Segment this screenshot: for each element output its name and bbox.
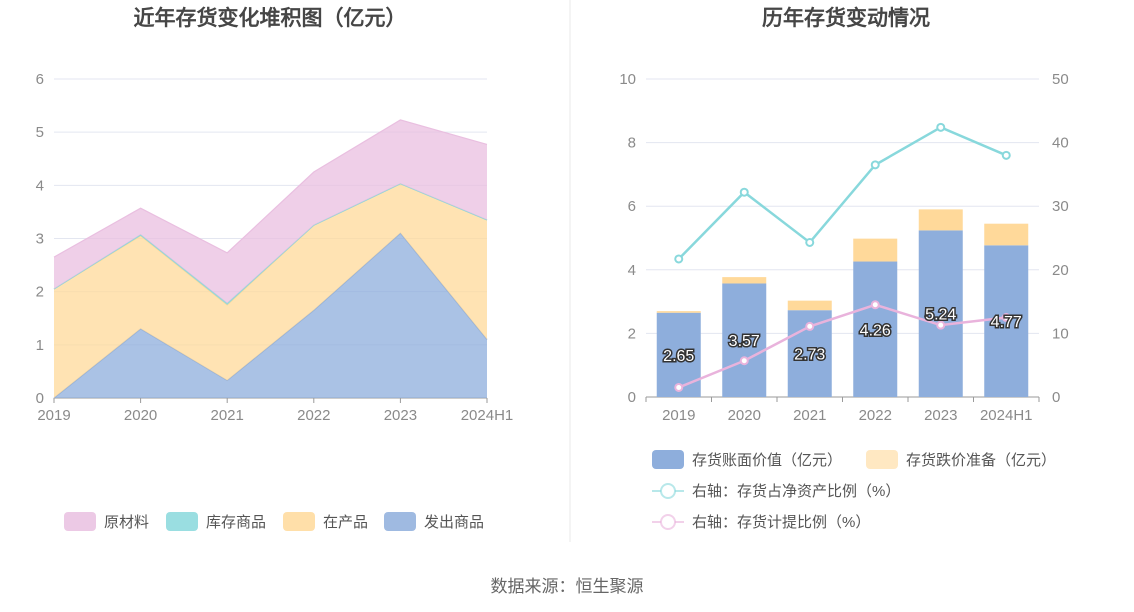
line-point bbox=[1001, 150, 1011, 160]
left-y-tick-label: 6 bbox=[36, 71, 44, 88]
bar-impairment bbox=[984, 223, 1029, 246]
legend-label-库存商品: 库存商品 bbox=[206, 514, 266, 531]
legend-marker-provision-ratio bbox=[660, 514, 676, 530]
left-y-tick-label: 1 bbox=[36, 337, 44, 354]
legend-marker-net-asset-ratio bbox=[660, 483, 676, 499]
left-x-tick-label: 2022 bbox=[297, 407, 330, 424]
line-point bbox=[870, 160, 880, 170]
bar-value-label: 2.73 bbox=[794, 347, 825, 364]
data-source: 数据来源：恒生聚源 bbox=[491, 577, 644, 596]
right-right-y-axis: 0 10 20 30 40 50 bbox=[1052, 71, 1069, 406]
legend-label-在产品: 在产品 bbox=[323, 514, 368, 531]
legend-swatch-book-value bbox=[652, 450, 684, 469]
right-x-tick-label: 2022 bbox=[859, 407, 892, 424]
legend-label-book-value: 存货账面价值（亿元） bbox=[692, 452, 842, 469]
legend-swatch-原材料 bbox=[64, 512, 96, 531]
right-y2-tick-label: 40 bbox=[1052, 135, 1069, 152]
legend-swatch-在产品 bbox=[283, 512, 315, 531]
right-y-tick-label: 0 bbox=[628, 389, 636, 406]
left-x-tick-label: 2019 bbox=[37, 407, 70, 424]
bar-value-label: 2.65 bbox=[663, 348, 694, 365]
left-y-axis: 0 1 2 3 4 5 6 bbox=[36, 71, 44, 407]
bar-impairment bbox=[787, 300, 832, 311]
right-y2-tick-label: 30 bbox=[1052, 198, 1069, 215]
area-原材料 bbox=[54, 119, 487, 304]
line-point bbox=[870, 300, 880, 310]
bar-book-value bbox=[918, 230, 963, 397]
bar-impairment bbox=[722, 277, 767, 284]
legend-label-net-asset-ratio: 右轴：存货占净资产比例（%） bbox=[692, 483, 900, 500]
line-point bbox=[936, 122, 946, 132]
left-x-axis: 2019 2020 2021 2022 2023 2024H1 bbox=[37, 398, 513, 424]
inventory-bar-line-chart: 历年存货变动情况 2.65 3.57 2.73 4.26 5.24 4.77 0 2 4 6 8 1… bbox=[619, 6, 1068, 531]
legend-label-发出商品: 发出商品 bbox=[424, 514, 484, 531]
right-y2-tick-label: 10 bbox=[1052, 325, 1069, 342]
right-y-tick-label: 8 bbox=[628, 135, 636, 152]
left-chart-title: 近年存货变化堆积图（亿元） bbox=[134, 6, 407, 30]
bar-impairment bbox=[656, 311, 701, 313]
legend-swatch-库存商品 bbox=[166, 512, 198, 531]
area-edge-原材料 bbox=[53, 119, 488, 258]
right-y-tick-label: 4 bbox=[628, 262, 636, 279]
right-y2-tick-label: 50 bbox=[1052, 71, 1069, 88]
right-chart-title: 历年存货变动情况 bbox=[762, 6, 930, 30]
right-line-series bbox=[674, 122, 1011, 392]
right-bar-labels: 2.65 3.57 2.73 4.26 5.24 4.77 bbox=[662, 305, 1024, 366]
bar-value-label: 4.77 bbox=[991, 314, 1022, 331]
right-left-y-axis: 0 2 4 6 8 10 bbox=[619, 71, 636, 406]
right-x-tick-label: 2020 bbox=[728, 407, 761, 424]
right-legend: 存货账面价值（亿元） 存货跌价准备（亿元） 右轴：存货占净资产比例（%） 右轴：存货计… bbox=[652, 450, 1056, 531]
area-发出商品 bbox=[54, 233, 487, 398]
right-y2-tick-label: 0 bbox=[1052, 389, 1060, 406]
legend-swatch-发出商品 bbox=[384, 512, 416, 531]
line-point bbox=[936, 320, 946, 330]
left-x-tick-label: 2023 bbox=[384, 407, 417, 424]
left-y-tick-label: 5 bbox=[36, 124, 44, 141]
legend-label-provision-ratio: 右轴：存货计提比例（%） bbox=[692, 514, 870, 531]
legend-swatch-impairment bbox=[866, 450, 898, 469]
left-y-tick-label: 2 bbox=[36, 284, 44, 301]
right-y-tick-label: 2 bbox=[628, 325, 636, 342]
bar-book-value bbox=[656, 312, 701, 397]
legend-label-原材料: 原材料 bbox=[104, 514, 149, 531]
right-x-tick-label: 2024H1 bbox=[980, 407, 1033, 424]
bar-value-label: 4.26 bbox=[860, 322, 891, 339]
bar-book-value bbox=[722, 283, 767, 397]
left-area-series bbox=[53, 119, 488, 399]
line-point bbox=[805, 237, 815, 247]
line-point bbox=[739, 187, 749, 197]
right-grid bbox=[646, 78, 1039, 398]
area-在产品 bbox=[54, 183, 487, 398]
left-legend: 原材料 库存商品 在产品 发出商品 bbox=[64, 512, 484, 531]
right-y-tick-label: 6 bbox=[628, 198, 636, 215]
legend-label-impairment: 存货跌价准备（亿元） bbox=[906, 452, 1056, 469]
right-x-tick-label: 2021 bbox=[793, 407, 826, 424]
line-point bbox=[1001, 313, 1011, 322]
left-y-tick-label: 3 bbox=[36, 231, 44, 248]
left-x-tick-label: 2020 bbox=[124, 407, 157, 424]
bar-value-label: 3.57 bbox=[729, 333, 760, 350]
bar-impairment bbox=[853, 238, 898, 262]
right-y-tick-label: 10 bbox=[619, 71, 636, 88]
line-point bbox=[739, 356, 749, 366]
bar-book-value bbox=[853, 261, 898, 397]
bar-value-label: 5.24 bbox=[925, 307, 956, 324]
right-x-axis: 2019 2020 2021 2022 2023 2024H1 bbox=[645, 397, 1040, 424]
right-x-tick-label: 2023 bbox=[924, 407, 957, 424]
line-point bbox=[674, 382, 684, 392]
line-point bbox=[674, 254, 684, 264]
left-x-tick-label: 2024H1 bbox=[461, 407, 514, 424]
left-y-tick-label: 4 bbox=[36, 177, 44, 194]
bar-impairment bbox=[918, 209, 963, 231]
line-point bbox=[805, 321, 815, 331]
right-bar-series bbox=[656, 209, 1029, 397]
right-y2-tick-label: 20 bbox=[1052, 262, 1069, 279]
left-x-tick-label: 2021 bbox=[211, 407, 244, 424]
left-y-tick-label: 0 bbox=[36, 390, 44, 407]
right-x-tick-label: 2019 bbox=[662, 407, 695, 424]
line-provision-ratio bbox=[678, 303, 1007, 389]
line-net-asset-ratio bbox=[677, 125, 1007, 260]
